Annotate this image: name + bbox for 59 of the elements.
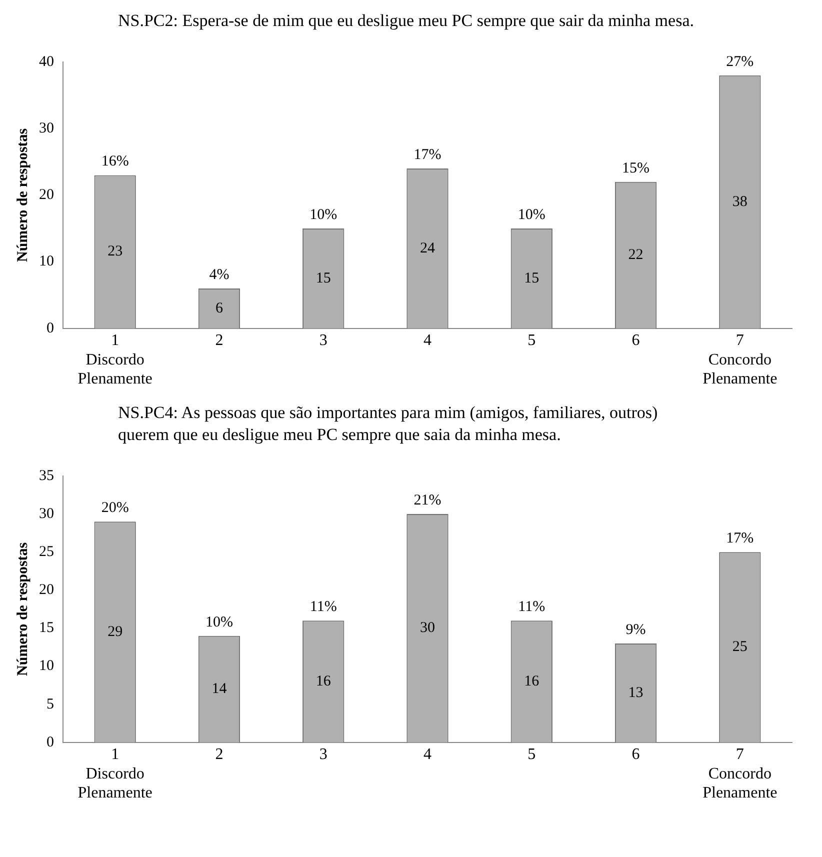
data-label: 38: [732, 194, 748, 210]
y-tick-label: 30: [39, 506, 54, 522]
y-tick-label: 35: [39, 468, 54, 484]
data-label: 15: [316, 270, 331, 286]
y-tick-label: 5: [46, 696, 54, 713]
text: 17%: [414, 147, 442, 164]
data-label: 23: [108, 244, 123, 260]
y-tick-label: 0: [46, 734, 54, 751]
data-label: 29: [108, 624, 123, 640]
x-tick-label: 6: [632, 332, 640, 350]
data-label: 14: [212, 681, 228, 698]
chart-title: NS.PC4: As pessoas que são importantes para mim (amigos, familiares, outros) querem que eu desligue meu PC sempre que saia da minha mesa.: [117, 402, 659, 446]
data-label: 16: [524, 674, 540, 690]
x-tick-label: 3: [319, 746, 328, 764]
y-axis-title: Número de respostas: [14, 128, 31, 262]
x-tick-label: 3: [319, 332, 328, 350]
x-tick-label: 1 Discordo Plenamente: [78, 332, 152, 388]
data-label: 30: [420, 620, 435, 636]
x-tick-label: 2: [215, 332, 224, 350]
text: 21%: [414, 492, 442, 509]
y-tick-label: 20: [39, 582, 54, 598]
x-tick-label: 6: [632, 746, 640, 764]
text: 9%: [626, 622, 646, 638]
data-label: 25: [732, 639, 748, 656]
y-tick-label: 10: [39, 658, 54, 675]
data-label: 15: [524, 270, 540, 286]
text: 10%: [310, 207, 338, 224]
y-tick-label: 15: [39, 620, 54, 636]
chart-title: NS.PC2: Espera-se de mim que eu desligue meu PC sempre que sair da minha mesa.: [117, 10, 695, 32]
text: 10%: [205, 614, 233, 631]
text: 11%: [310, 599, 337, 616]
text: 27%: [726, 54, 754, 70]
x-tick-label: 2: [215, 746, 224, 764]
text: 4%: [209, 266, 230, 283]
x-tick-label: 5: [528, 332, 536, 350]
text: 15%: [622, 160, 650, 176]
data-label: 16: [316, 674, 332, 690]
data-label: 13: [628, 685, 644, 702]
data-label: 6: [215, 300, 224, 316]
text: 10%: [518, 207, 546, 224]
text: 11%: [518, 599, 546, 616]
y-tick-label: 30: [39, 120, 54, 137]
y-tick-label: 25: [39, 544, 54, 560]
x-tick-label: 7 Concordo Plenamente: [702, 746, 778, 802]
x-tick-label: 4: [424, 746, 432, 764]
x-tick-label: 1 Discordo Plenamente: [78, 746, 152, 802]
text: 16%: [101, 154, 129, 170]
text: 20%: [101, 500, 129, 516]
data-label: 22: [628, 247, 644, 264]
data-label: 24: [420, 240, 436, 257]
y-tick-label: 0: [46, 320, 54, 336]
x-tick-label: 5: [528, 746, 536, 764]
x-tick-label: 7 Concordo Plenamente: [702, 332, 778, 388]
text: 17%: [726, 530, 754, 547]
x-tick-label: 4: [424, 332, 432, 350]
y-tick-label: 40: [39, 54, 54, 70]
y-tick-label: 20: [39, 187, 54, 204]
y-tick-label: 10: [39, 254, 54, 270]
y-axis-title: Número de respostas: [14, 542, 31, 676]
